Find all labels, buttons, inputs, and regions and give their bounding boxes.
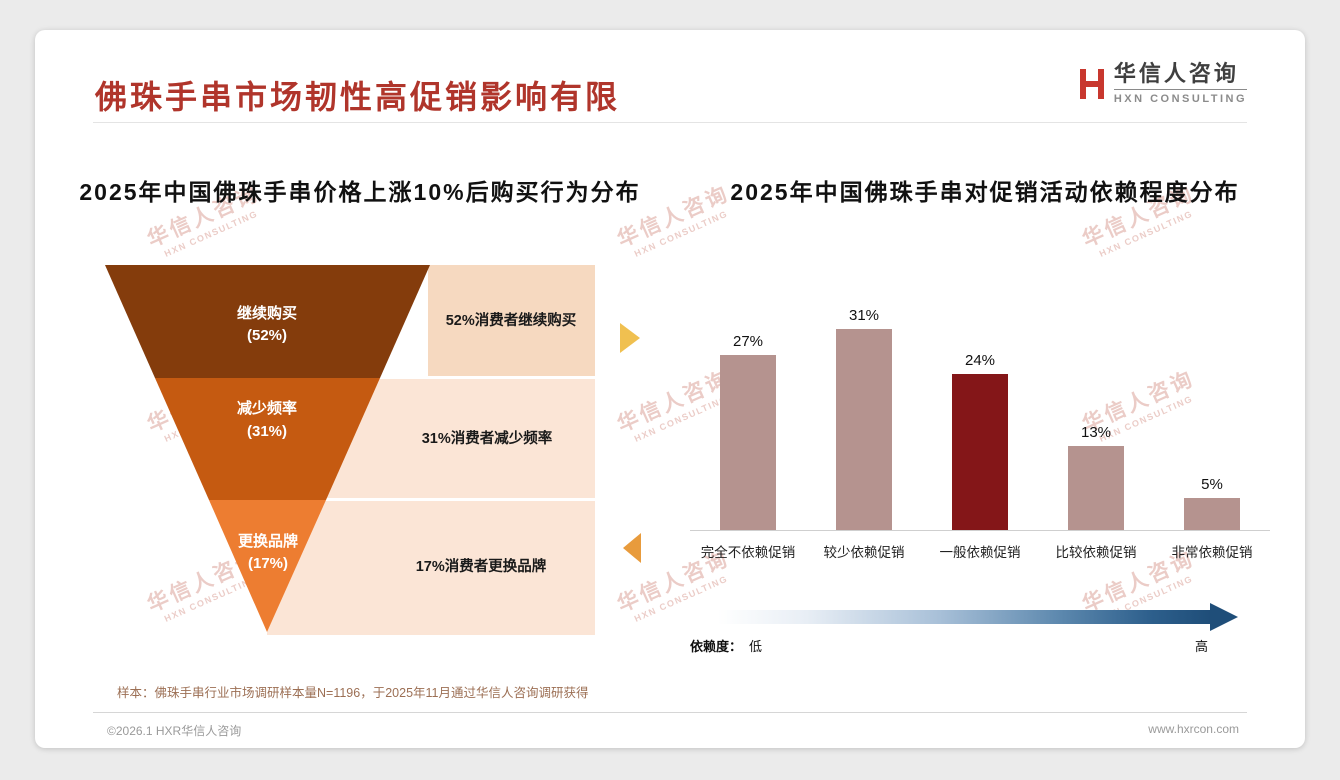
- bar-group: 5%: [1154, 290, 1270, 530]
- bar: [1068, 445, 1124, 530]
- logo-zh-text: 华信人咨询: [1113, 61, 1239, 86]
- bar-value-label: 31%: [848, 306, 880, 324]
- bar-chart-plot: 27% 31% 24% 13% 5%: [690, 290, 1270, 530]
- dependence-low-label: 低: [749, 639, 763, 654]
- funnel-segment-3: [209, 500, 326, 632]
- category-label: 一般依赖促销: [939, 545, 1021, 560]
- logo-h-icon: [1079, 68, 1104, 99]
- footer-copyright: ©2026.1 HXR华信人咨询: [107, 724, 242, 738]
- funnel-desc-1: 52%消费者继续购买: [446, 311, 577, 329]
- gradient-arrow-shaft: [718, 610, 1210, 624]
- funnel-chart: 继续购买 (52%) 减少频率 (31%) 更换品牌 (17%) 52%消费者继…: [105, 265, 595, 635]
- page-title: 佛珠手串市场韧性高促销影响有限: [95, 79, 621, 115]
- funnel-segment-1-value: (52%): [247, 327, 287, 344]
- right-pointer-icon: [620, 323, 640, 353]
- bar: [1184, 497, 1240, 530]
- watermark-en: HXN CONSULTING: [162, 208, 260, 259]
- bar-highlighted: [952, 374, 1008, 530]
- category-label: 完全不依赖促销: [700, 545, 796, 560]
- bar-group: 31%: [806, 290, 922, 530]
- funnel-segment-2-value: (31%): [247, 423, 287, 440]
- funnel-segment-3-label: 更换品牌: [238, 532, 298, 550]
- footer-website: www.hxrcon.com: [1148, 722, 1239, 736]
- gradient-arrow-head-icon: [1210, 603, 1238, 631]
- logo-text: 华信人咨询 HXN CONSULTING: [1113, 61, 1247, 105]
- company-logo: 华信人咨询 HXN CONSULTING: [1079, 61, 1247, 105]
- bar-group: 13%: [1038, 290, 1154, 530]
- dependence-gradient-arrow: [718, 603, 1238, 631]
- funnel-desc-panel-1: [428, 265, 595, 376]
- funnel-segment-2: [155, 378, 380, 500]
- footer-divider: [93, 712, 1247, 713]
- funnel-segment-3-value: (17%): [248, 555, 288, 572]
- logo-en-text: HXN CONSULTING: [1113, 89, 1247, 105]
- bar-chart-axis: [690, 530, 1270, 531]
- bar-value-label: 24%: [964, 352, 996, 369]
- header-divider: [93, 122, 1247, 123]
- funnel-desc-panel-3: [267, 501, 595, 635]
- dependence-high-label: 高: [1195, 639, 1209, 654]
- funnel-desc-3: 17%消费者更换品牌: [416, 557, 547, 575]
- funnel-segment-1-label: 继续购买: [237, 304, 297, 322]
- bar-chart-categories: 完全不依赖促销 较少依赖促销 一般依赖促销 比较依赖促销 非常依赖促销: [690, 541, 1270, 561]
- category-label: 非常依赖促销: [1171, 545, 1253, 560]
- bar-group: 27%: [690, 290, 806, 530]
- dependence-axis-label: 依赖度：: [690, 639, 743, 654]
- category-label: 比较依赖促销: [1055, 545, 1137, 560]
- bar-value-label: 27%: [732, 332, 764, 350]
- sample-note: 样本：佛珠手串行业市场调研样本量N=1196，于2025年11月通过华信人咨询调…: [117, 686, 589, 700]
- bar-group: 24%: [922, 290, 1038, 530]
- bar: [720, 354, 776, 530]
- funnel-segment-2-label: 减少频率: [237, 399, 297, 417]
- bar-chart-title: 2025年中国佛珠手串对促销活动依赖程度分布: [730, 179, 1240, 205]
- watermark-en: HXN CONSULTING: [632, 208, 730, 259]
- bar-value-label: 5%: [1201, 475, 1223, 493]
- funnel-segment-1: [105, 265, 430, 378]
- bar-value-label: 13%: [1080, 423, 1112, 441]
- funnel-desc-2: 31%消费者减少频率: [422, 429, 553, 447]
- left-pointer-icon: [623, 533, 641, 563]
- watermark-en: HXN CONSULTING: [1097, 208, 1195, 259]
- category-label: 较少依赖促销: [823, 545, 905, 560]
- funnel-chart-title: 2025年中国佛珠手串价格上涨10%后购买行为分布: [79, 179, 641, 205]
- bar: [836, 328, 892, 530]
- slide-card: 华信人咨询 HXN CONSULTING 华信人咨询 HXN CONSULTING …: [35, 30, 1305, 748]
